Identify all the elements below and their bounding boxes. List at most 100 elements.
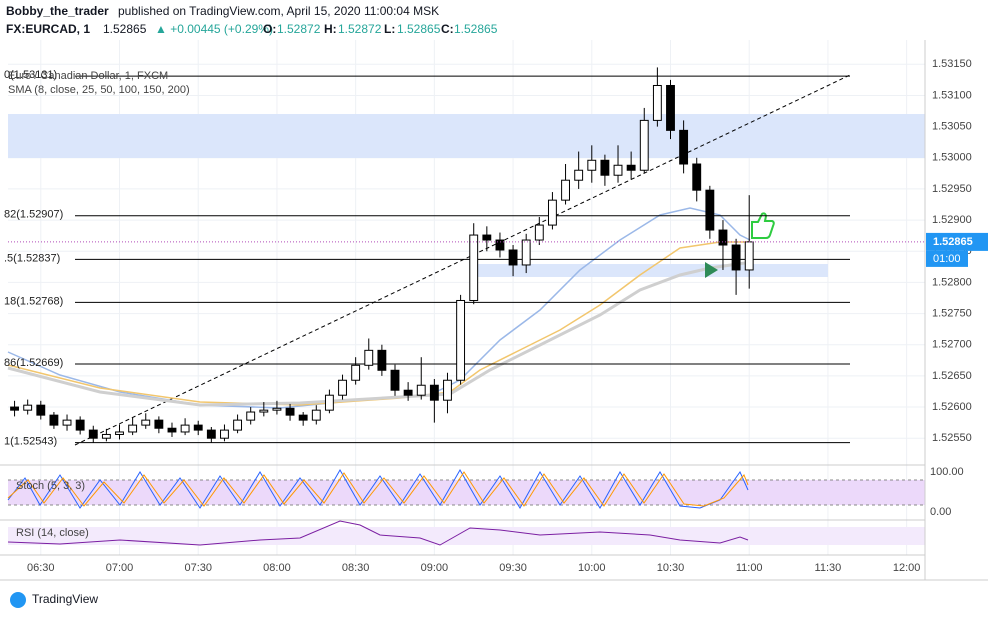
h: 1.52872 [338,22,382,36]
candle-body [469,234,479,301]
stoch-line [7,468,749,509]
y-tick-label: 1.53100 [932,89,972,101]
candle-body [285,407,295,416]
y-tick-label: 1.52650 [932,370,972,382]
candle-body [298,414,308,421]
y-tick-label: 1.52800 [932,276,972,288]
x-tick-label: 10:00 [578,562,606,574]
candle-body [364,349,374,366]
candle-body [259,409,269,413]
rsi-line [7,520,749,546]
stoch-bottom: 0.00 [930,506,951,518]
x-tick-label: 07:00 [106,562,134,574]
h-label: H: [324,22,337,36]
ma-line [7,261,746,407]
thumb-icon [751,212,775,239]
candle-body [154,419,164,429]
c-label: C: [441,22,454,36]
x-tick-label: 09:30 [499,562,527,574]
candle-body [351,364,361,381]
fib-label: 0(1.53131) [4,69,57,81]
countdown-tag [926,250,968,267]
x-tick-label: 11:30 [815,562,842,574]
chart-title: Euro / Canadian Dollar, 1, FXCM [8,70,168,82]
candle-body [456,299,466,381]
candle-body [246,411,256,421]
x-tick-label: 11:00 [736,562,763,574]
candle-body [416,384,426,396]
zone [470,264,828,277]
ma-line [7,241,750,406]
candle-body [193,424,203,431]
candle-body [587,159,597,171]
candle-body [49,414,59,426]
candle-body [508,249,518,266]
candle-body [180,424,190,433]
author: Bobby_the_trader [6,4,109,18]
candle-body [390,369,400,391]
brand: TradingView [32,592,98,606]
candle-body [23,404,33,411]
candle-body [206,429,216,439]
candle-body [338,379,347,396]
candle-body [705,189,715,231]
fib-label: 82(1.52907) [4,209,63,221]
x-tick-label: 08:30 [342,562,370,574]
stoch-band [8,480,925,505]
x-tick-label: 07:30 [184,562,212,574]
candle-body [101,433,111,439]
candle-body [744,241,754,271]
candle-body [561,179,570,201]
countdown: 01:00 [933,253,961,265]
candle-body [547,199,557,226]
rsi-title: RSI (14, close) [16,527,89,539]
y-tick-label: 1.52550 [932,432,972,444]
last: 1.52865 [103,22,147,36]
logo [10,592,26,608]
candle-body [377,349,387,371]
candle-body [495,239,505,251]
candle-body [220,429,229,439]
published: published on TradingView.com, April 15, … [118,4,439,18]
candle-body [731,244,741,271]
y-tick-label: 1.52950 [932,183,972,195]
candle-body [482,234,492,241]
candle-body [324,394,334,411]
x-tick-label: 08:00 [263,562,291,574]
candle-body [718,229,728,246]
candle-body [115,431,124,435]
candle-body [600,159,610,176]
candle-body [88,429,98,439]
y-tick-label: 1.53000 [932,152,972,164]
candle-body [652,84,662,121]
candle-body [62,419,72,426]
candle-body [639,119,649,171]
c: 1.52865 [454,22,498,36]
candle-body [233,419,243,431]
zone [8,114,925,158]
candle-body [666,84,675,131]
stoch-title: Stoch (5, 3, 3) [16,480,85,492]
x-tick-label: 10:30 [657,562,685,574]
x-tick-label: 06:30 [27,562,55,574]
trend-line [74,74,851,446]
candle-body [272,407,282,411]
candle-body [10,406,19,411]
y-tick-label: 1.52600 [932,401,972,413]
arrow-icon [705,262,718,278]
candle-body [141,419,151,426]
y-tick-label: 1.53150 [932,58,972,70]
candle-body [403,389,413,396]
fib-label: 86(1.52669) [4,357,63,369]
candle-body [311,409,321,421]
y-tick-label: 1.52750 [932,307,972,319]
candle-body [613,164,623,176]
plot: 0(1.53131) 82(1.52907) .5(1.52837) 18(1.527… [4,67,925,447]
symbol: FX:EURCAD, 1 [6,22,90,36]
fib-label: .5(1.52837) [4,252,60,264]
candle-body [534,224,544,241]
y-tick-label: 1.52700 [932,339,972,351]
candle-body [75,419,85,431]
